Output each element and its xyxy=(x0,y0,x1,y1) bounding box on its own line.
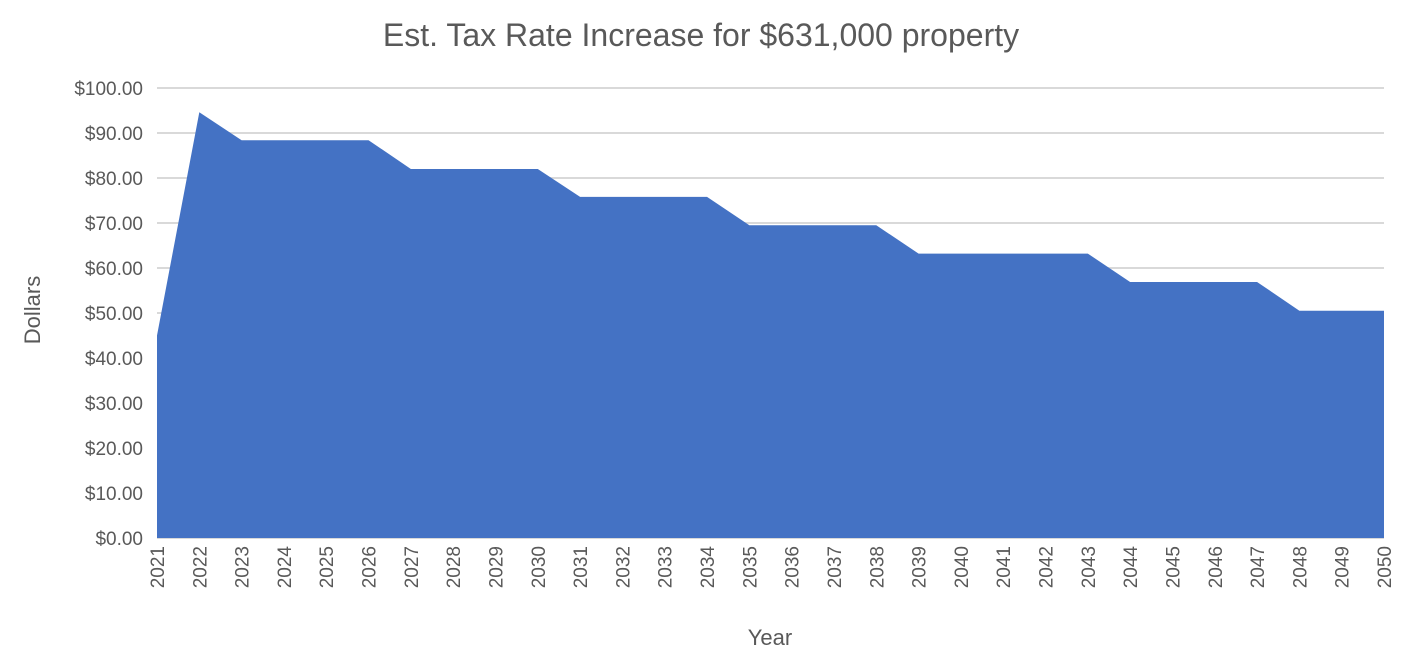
x-tick-label: 2044 xyxy=(1121,546,1142,589)
y-tick-label: $80.00 xyxy=(85,169,143,190)
y-tick-label: $30.00 xyxy=(85,394,143,415)
x-tick-label: 2029 xyxy=(486,546,507,588)
x-tick-label: 2023 xyxy=(233,546,254,588)
x-tick-label: 2022 xyxy=(190,546,211,588)
x-tick-label: 2032 xyxy=(613,546,634,588)
x-tick-label: 2050 xyxy=(1375,546,1396,588)
area-series xyxy=(157,112,1384,539)
x-axis-ticks: 2021 2022 2023 2024 2025 2026 2027 2028 2029 2030… xyxy=(148,546,1396,589)
x-tick-label: 2040 xyxy=(952,546,973,588)
y-axis-ticks: $0.00 $10.00 $20.00 $30.00 $40.00 $50.00 $60.0… xyxy=(74,79,143,550)
chart-title: Est. Tax Rate Increase for $631,000 prop… xyxy=(383,17,1019,53)
x-tick-label: 2027 xyxy=(402,546,423,588)
x-tick-label: 2033 xyxy=(656,546,677,588)
x-tick-label: 2043 xyxy=(1079,546,1100,588)
x-tick-label: 2042 xyxy=(1037,546,1058,588)
x-tick-label: 2037 xyxy=(825,546,846,588)
x-tick-label: 2038 xyxy=(867,546,888,588)
x-tick-label: 2025 xyxy=(317,546,338,588)
y-tick-label: $90.00 xyxy=(85,124,143,145)
y-tick-label: $20.00 xyxy=(85,439,143,460)
x-tick-label: 2046 xyxy=(1206,546,1227,588)
x-tick-label: 2039 xyxy=(910,546,931,588)
x-tick-label: 2036 xyxy=(783,546,804,588)
x-tick-label: 2049 xyxy=(1333,546,1354,588)
y-tick-label: $0.00 xyxy=(95,529,143,550)
x-axis-title: Year xyxy=(748,625,792,650)
y-tick-label: $50.00 xyxy=(85,304,143,325)
x-tick-label: 2047 xyxy=(1248,546,1269,588)
y-tick-label: $40.00 xyxy=(85,349,143,370)
y-axis-title: Dollars xyxy=(20,276,45,344)
x-tick-label: 2045 xyxy=(1163,546,1184,588)
x-tick-label: 2031 xyxy=(571,546,592,588)
x-tick-label: 2035 xyxy=(740,546,761,588)
y-tick-label: $100.00 xyxy=(74,79,143,100)
x-tick-label: 2026 xyxy=(360,546,381,588)
x-tick-label: 2030 xyxy=(529,546,550,588)
y-tick-label: $10.00 xyxy=(85,484,143,505)
y-tick-label: $70.00 xyxy=(85,214,143,235)
x-tick-label: 2024 xyxy=(275,546,296,589)
x-tick-label: 2021 xyxy=(148,546,169,588)
x-tick-label: 2034 xyxy=(698,546,719,589)
x-tick-label: 2041 xyxy=(994,546,1015,588)
x-tick-label: 2048 xyxy=(1290,546,1311,588)
y-tick-label: $60.00 xyxy=(85,259,143,280)
x-tick-label: 2028 xyxy=(444,546,465,588)
